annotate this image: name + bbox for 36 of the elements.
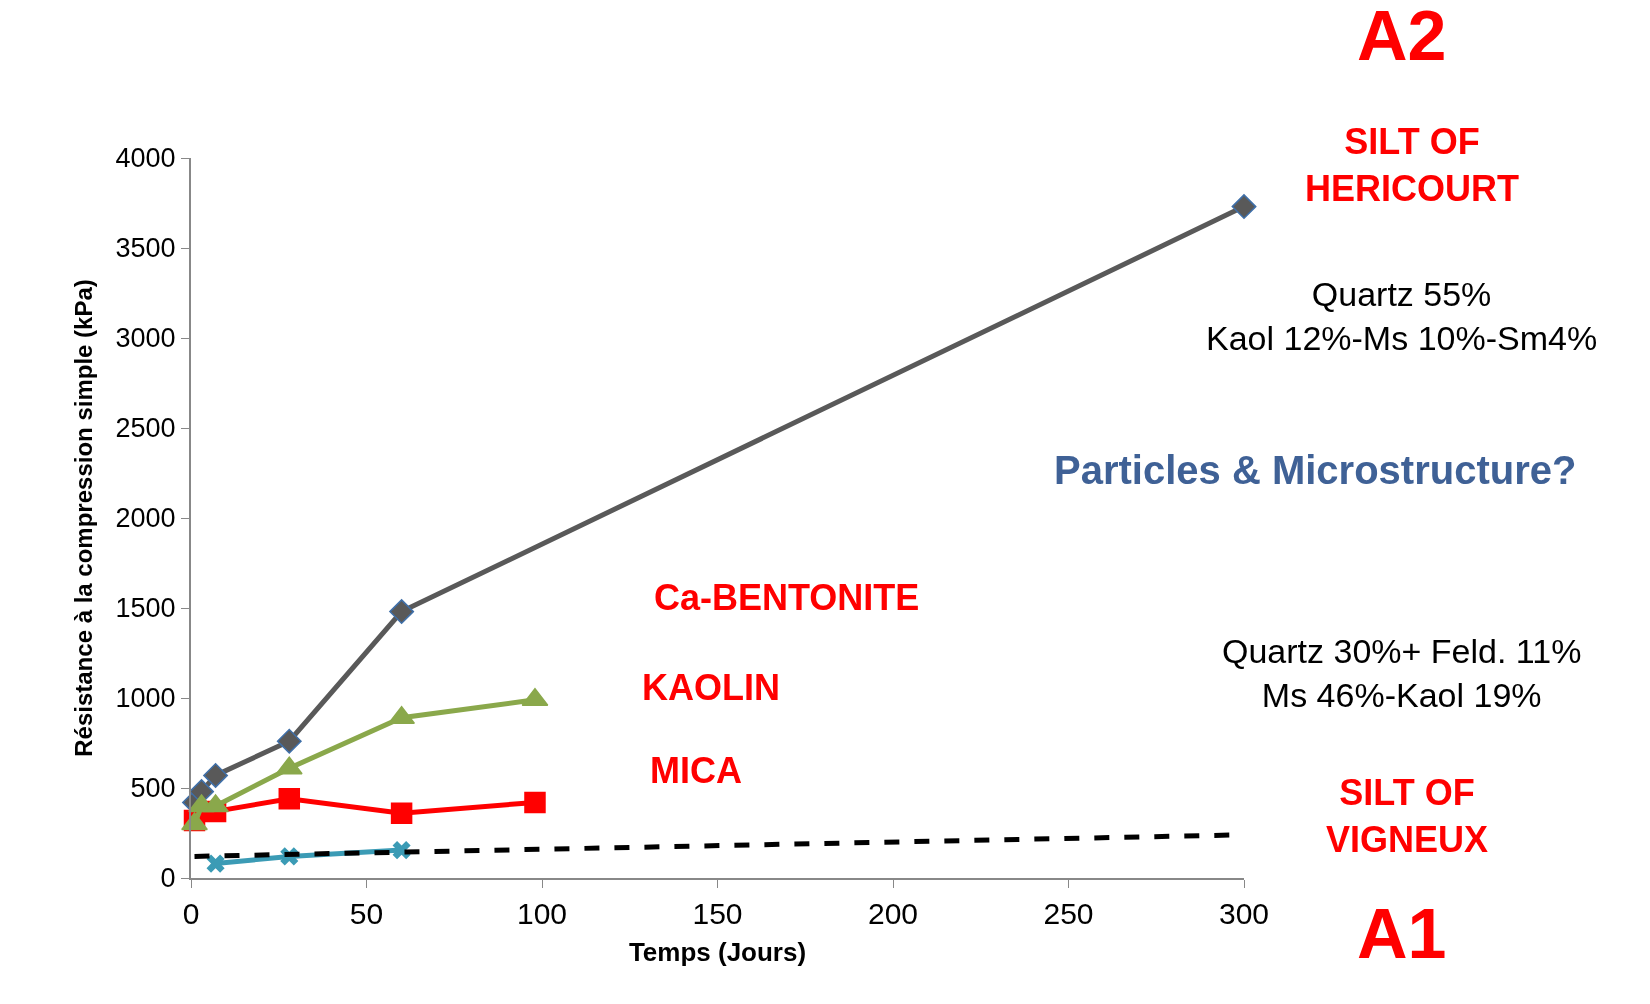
text: SILT OF HERICOURT	[1305, 121, 1520, 209]
text: A1	[1357, 895, 1447, 973]
y-tick-label: 1500	[115, 593, 176, 624]
x-tick-label: 200	[867, 897, 919, 930]
y-tick-label: 3000	[115, 323, 176, 354]
x-tick-label: 0	[182, 897, 200, 930]
point	[276, 728, 302, 754]
point	[206, 854, 225, 873]
point	[524, 791, 546, 814]
y-tick-label: 0	[160, 863, 176, 894]
annotation: Quartz 30%+ Feld. 11% Ms 46%-Kaol 19%	[1222, 632, 1582, 715]
annotation: Ca-BENTONITE	[654, 577, 920, 618]
x-tick-label: 300	[1218, 897, 1270, 930]
point	[278, 788, 301, 810]
point	[1231, 194, 1257, 220]
annotation: KAOLIN	[642, 667, 780, 708]
x-tick-label: 50	[349, 897, 384, 930]
x-tick-label: 100	[516, 897, 568, 930]
annotation: MICA	[650, 750, 742, 791]
y-tick-label: 1000	[115, 683, 176, 714]
annotation: Particles & Microstructure?	[1054, 448, 1577, 492]
x-tick-label: 250	[1043, 897, 1094, 930]
text: SILT OF VIGNEUX	[1326, 772, 1489, 860]
y-tick-label: 2500	[115, 413, 176, 444]
y-tick-label: 3500	[115, 233, 176, 264]
text: A2	[1357, 0, 1447, 75]
point	[390, 802, 413, 824]
x-tick-label: 150	[692, 897, 743, 930]
y-tick-label: 2000	[115, 503, 176, 534]
y-tick-label: 4000	[115, 143, 176, 174]
annotation: Quartz 55% Kaol 12%-Ms 10%-Sm4%	[1206, 275, 1598, 358]
point	[389, 599, 415, 625]
x-axis-title: Temps (Jours)	[628, 937, 807, 968]
point	[203, 762, 229, 788]
y-tick-label: 500	[130, 773, 176, 804]
y-axis-title: Résistance à la compression simple (kPa)	[70, 279, 98, 757]
